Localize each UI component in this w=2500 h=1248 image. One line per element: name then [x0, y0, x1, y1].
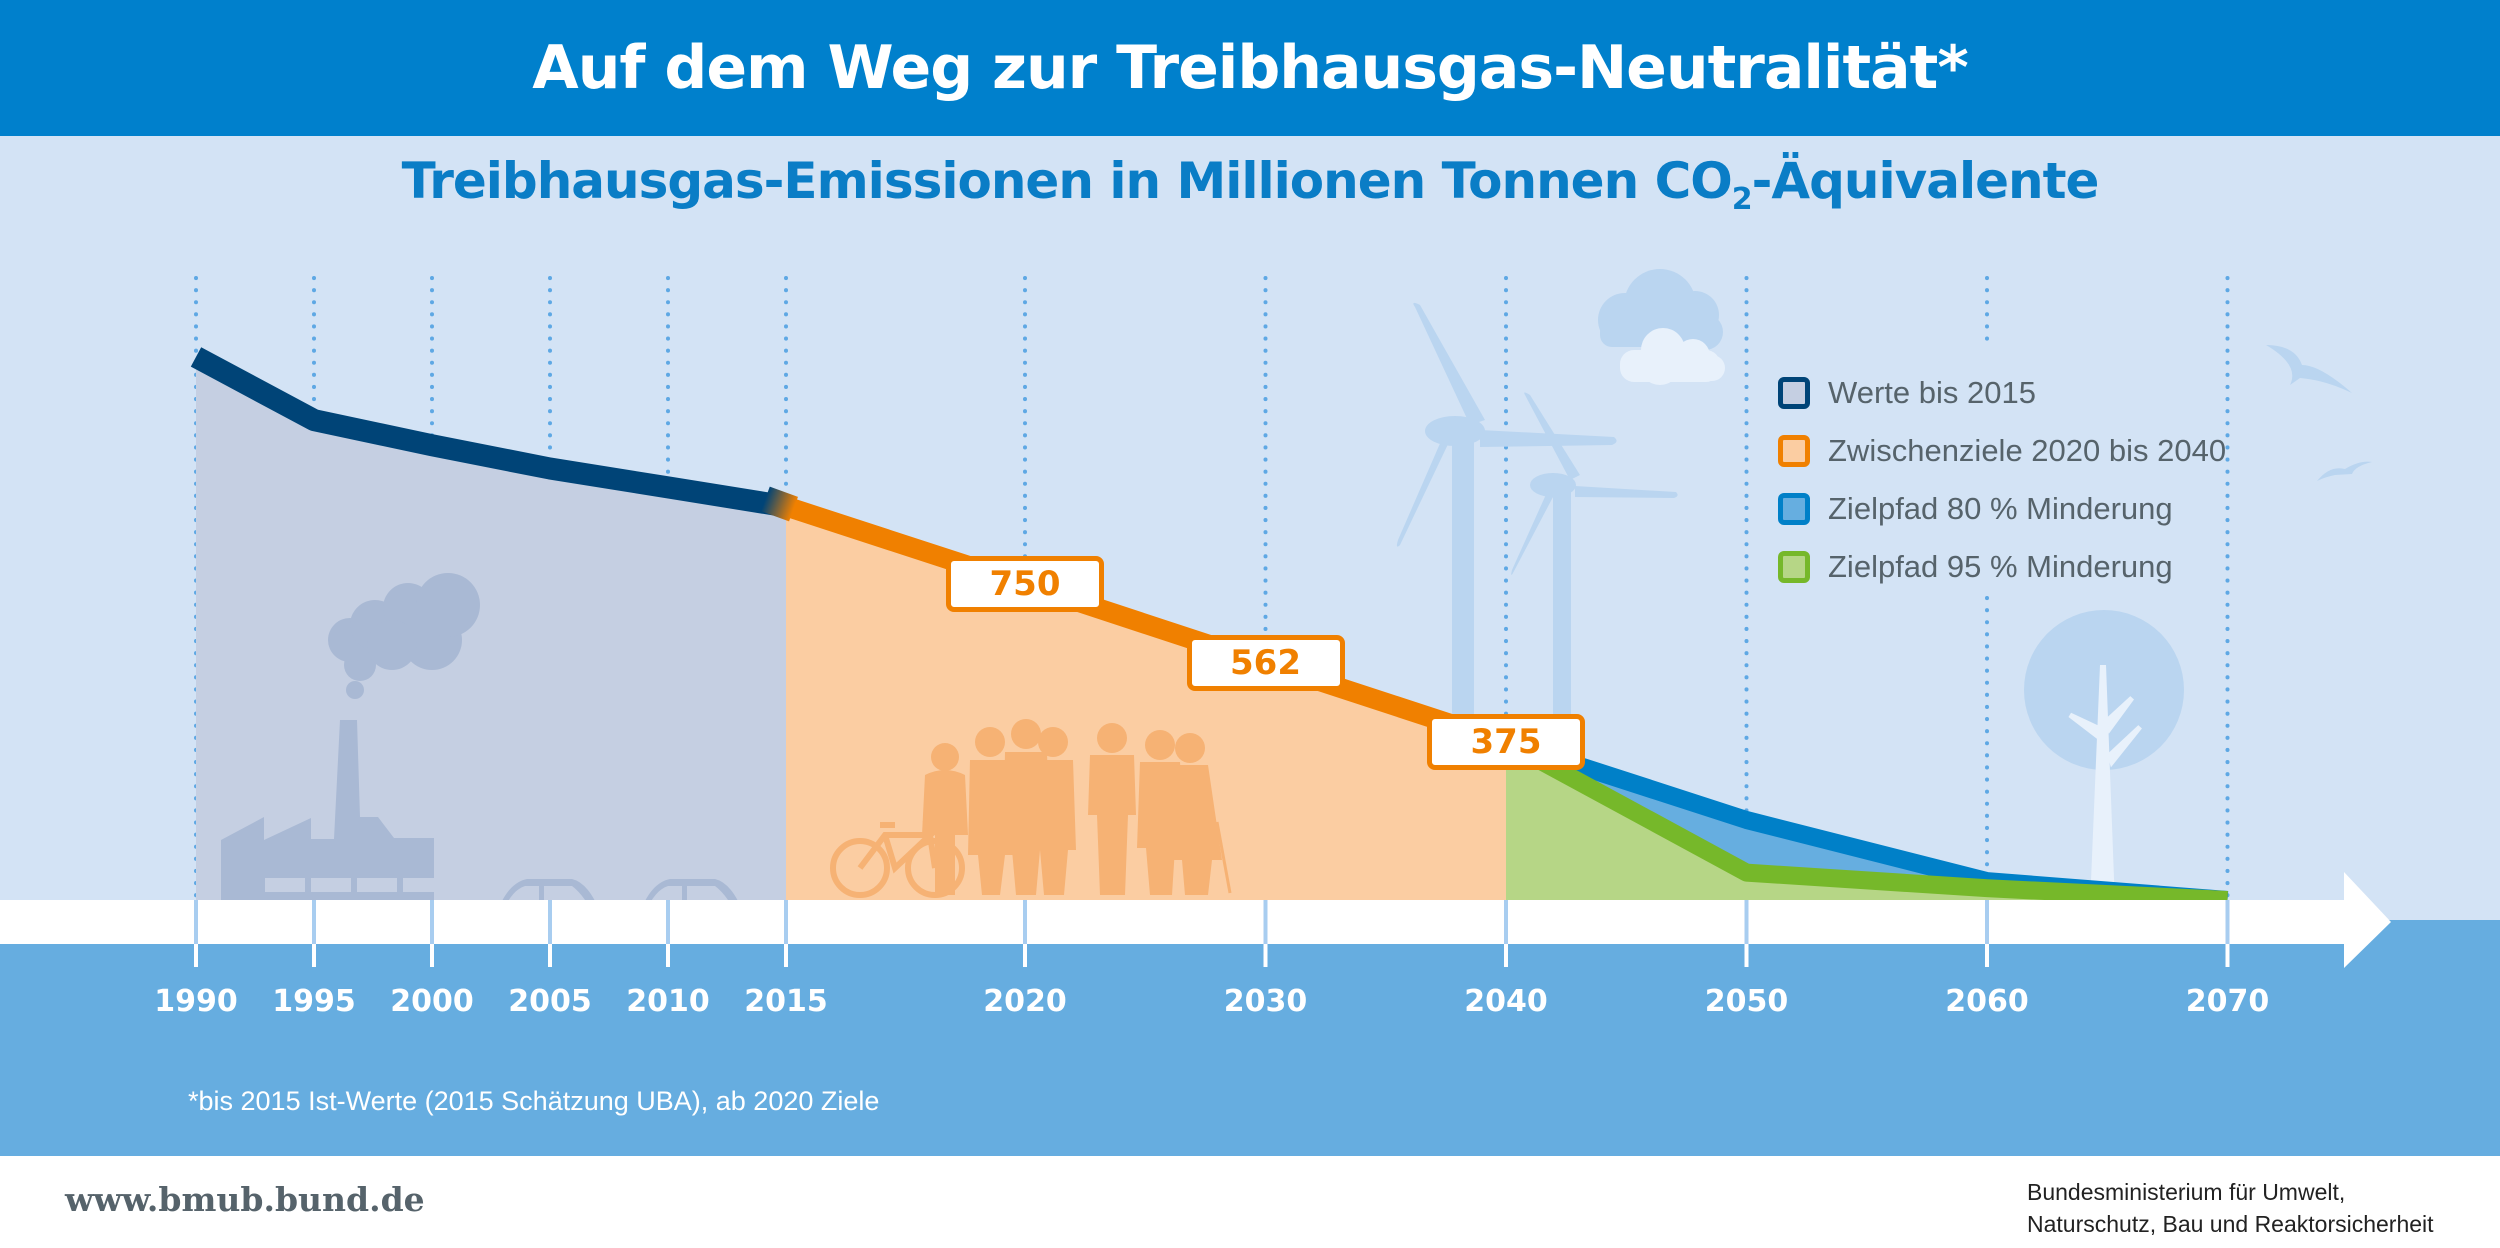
emissions-chart: 1990 1995 2000 2005 2010 2015 2020 2030 2040 2050…: [0, 269, 2500, 1156]
area-historic: [196, 356, 786, 900]
value-label-2030: 562: [1186, 635, 1345, 692]
website-link[interactable]: www.bmub.bund.de: [65, 1180, 425, 1219]
line-transition: [760, 486, 798, 522]
legend-label: Werte bis 2015: [1828, 375, 2036, 410]
chart-title-main: Treibhausgas-Emissionen in Millionen Ton…: [401, 152, 1733, 210]
legend-item-historic: Werte bis 2015: [1778, 364, 2226, 422]
x-tick-label: 2070: [2186, 984, 2270, 1019]
legend-swatch-interim: [1778, 435, 1810, 467]
line-historic: [190, 347, 788, 518]
tree-icon: [2024, 610, 2184, 905]
bird-icon: [2266, 345, 2352, 393]
x-tick-label: 2040: [1464, 984, 1548, 1019]
chart-title-subscript: 2: [1731, 182, 1753, 217]
legend-swatch-path80: [1778, 493, 1810, 525]
legend-item-interim: Zwischenziele 2020 bis 2040: [1778, 422, 2226, 480]
people-icon: [922, 719, 1232, 895]
ministry-line-2: Naturschutz, Bau und Reaktorsicherheit: [2027, 1211, 2434, 1237]
x-tick-label: 2030: [1224, 984, 1308, 1019]
page-title: Auf dem Weg zur Treibhausgas-Neutralität…: [532, 33, 1968, 103]
x-tick-label: 2000: [390, 984, 474, 1019]
line-path95: [1501, 734, 2228, 909]
x-tick-label: 2060: [1945, 984, 2029, 1019]
value-label-2040: 375: [1427, 714, 1585, 771]
footer: [0, 1156, 2500, 1248]
legend-label: Zielpfad 95 % Minderung: [1828, 549, 2173, 584]
legend-label: Zielpfad 80 % Minderung: [1828, 491, 2173, 526]
chart-title-tail: -Äquivalente: [1751, 152, 2100, 210]
legend-label: Zwischenziele 2020 bis 2040: [1828, 433, 2227, 468]
bird-icon: [2317, 461, 2372, 481]
footnote: *bis 2015 Ist-Werte (2015 Schätzung UBA)…: [188, 1086, 880, 1116]
legend: Werte bis 2015 Zwischenziele 2020 bis 20…: [1778, 364, 2226, 596]
ministry-line-1: Bundesministerium für Umwelt,: [2027, 1179, 2346, 1205]
chart-title: Treibhausgas-Emissionen in Millionen Ton…: [0, 152, 2500, 217]
x-tick-label: 1995: [272, 984, 356, 1019]
x-axis-labels: 1990 1995 2000 2005 2010 2015 2020 2030 2040 2050…: [154, 984, 2269, 1019]
legend-item-path95: Zielpfad 95 % Minderung: [1778, 538, 2226, 596]
x-tick-label: 1990: [154, 984, 238, 1019]
x-tick-label: 2050: [1705, 984, 1789, 1019]
area-path95: [1506, 742, 2228, 900]
value-label-2020: 750: [946, 556, 1104, 613]
line-interim: [782, 496, 1510, 752]
ministry-name: Bundesministerium für Umwelt, Naturschut…: [2027, 1176, 2434, 1240]
axis-ticks: [194, 900, 2230, 967]
legend-item-path80: Zielpfad 80 % Minderung: [1778, 480, 2226, 538]
x-tick-label: 2005: [508, 984, 592, 1019]
x-tick-label: 2010: [626, 984, 710, 1019]
legend-swatch-historic: [1778, 377, 1810, 409]
factory-icon: [221, 720, 434, 900]
timeline-arrow: [0, 872, 2391, 968]
x-tick-label: 2020: [983, 984, 1067, 1019]
cloud-icon: [1620, 328, 1725, 385]
header-bar: [0, 0, 2500, 136]
legend-swatch-path95: [1778, 551, 1810, 583]
x-tick-label: 2015: [744, 984, 828, 1019]
cloud-icon: [1598, 269, 1723, 350]
axis-band-left: [0, 944, 2500, 1156]
smoke-icon: [328, 573, 480, 699]
